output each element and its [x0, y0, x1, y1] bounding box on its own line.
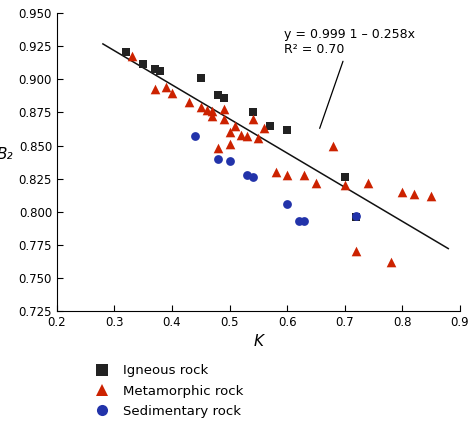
- Point: [410, 191, 418, 198]
- Point: [352, 248, 360, 255]
- Point: [157, 68, 164, 75]
- Point: [226, 158, 233, 165]
- Point: [226, 129, 233, 136]
- Point: [151, 65, 158, 72]
- Point: [364, 179, 372, 186]
- Point: [139, 60, 147, 67]
- Point: [185, 99, 193, 106]
- Point: [312, 179, 319, 186]
- Point: [231, 122, 239, 129]
- Legend: Igneous rock, Metamorphic rock, Sedimentary rock: Igneous rock, Metamorphic rock, Sediment…: [83, 359, 249, 423]
- Point: [283, 171, 291, 178]
- Point: [272, 168, 279, 175]
- Point: [214, 92, 222, 99]
- Point: [301, 171, 308, 178]
- Y-axis label: B₂: B₂: [0, 147, 13, 162]
- Point: [283, 200, 291, 207]
- Point: [226, 141, 233, 148]
- Point: [249, 174, 256, 181]
- Point: [341, 182, 348, 189]
- Point: [260, 125, 268, 132]
- Point: [266, 122, 273, 129]
- Point: [203, 106, 210, 113]
- Point: [197, 75, 205, 82]
- Point: [329, 142, 337, 149]
- Point: [151, 85, 158, 92]
- Point: [301, 218, 308, 225]
- Point: [295, 218, 302, 225]
- Point: [220, 115, 228, 123]
- Point: [168, 89, 176, 96]
- Point: [191, 133, 199, 140]
- Point: [255, 134, 262, 141]
- Point: [249, 109, 256, 116]
- Point: [283, 126, 291, 133]
- Point: [341, 174, 348, 181]
- Point: [163, 84, 170, 91]
- Point: [209, 107, 216, 115]
- Point: [427, 192, 435, 199]
- Point: [387, 258, 394, 266]
- Point: [220, 95, 228, 102]
- Point: [243, 133, 251, 140]
- Point: [209, 113, 216, 120]
- Point: [122, 48, 130, 55]
- Point: [214, 145, 222, 152]
- Text: y = 0.999 1 – 0.258x
R² = 0.70: y = 0.999 1 – 0.258x R² = 0.70: [284, 28, 415, 128]
- Point: [214, 155, 222, 163]
- Point: [197, 103, 205, 111]
- X-axis label: K: K: [253, 334, 264, 349]
- Point: [220, 105, 228, 112]
- Point: [237, 131, 245, 139]
- Point: [128, 52, 136, 59]
- Point: [399, 188, 406, 195]
- Point: [249, 115, 256, 123]
- Point: [243, 171, 251, 178]
- Point: [352, 214, 360, 221]
- Point: [352, 212, 360, 219]
